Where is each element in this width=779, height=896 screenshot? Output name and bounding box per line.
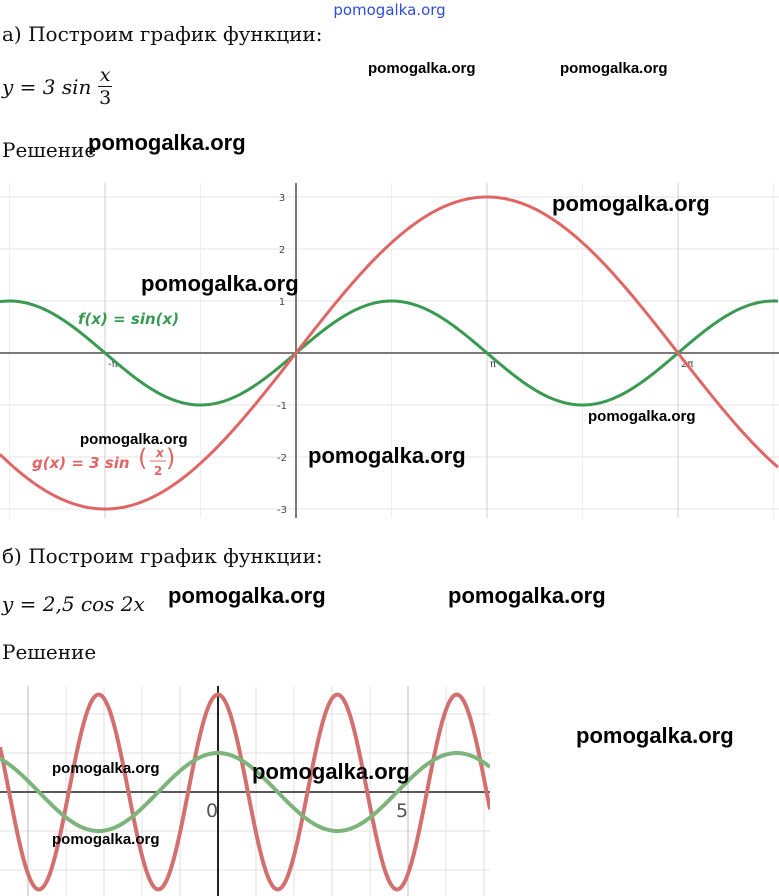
- chart-a-x-tick-label: -π: [108, 359, 118, 370]
- watermark-12[interactable]: pomogalka.org: [52, 760, 160, 777]
- chart-b-series-cos: [0, 750, 490, 833]
- task-a-heading: а) Построим график функции:: [2, 22, 323, 46]
- legend-g-num: x: [155, 446, 165, 460]
- chart-a-series-g: [0, 195, 779, 511]
- chart-a-y-tick-label: -3: [277, 505, 287, 516]
- legend-g-prefix: g(x) = 3 sin: [32, 454, 130, 472]
- legend-g-open-paren: (: [138, 444, 147, 472]
- formula-a-left: y = 3 sin: [2, 75, 92, 99]
- top-watermark[interactable]: pomogalka.org: [333, 1, 446, 19]
- task-b-heading: б) Построим график функции:: [2, 544, 323, 568]
- watermark-13[interactable]: pomogalka.org: [252, 759, 410, 784]
- chart-a-y-tick-label: 1: [279, 297, 285, 308]
- watermark-8[interactable]: pomogalka.org: [308, 443, 466, 468]
- chart-a-y-tick-label: 3: [279, 193, 285, 204]
- chart-a-series-f: [0, 299, 779, 407]
- chart-b-x-tick-label: 5: [396, 800, 408, 822]
- watermark-7[interactable]: pomogalka.org: [80, 431, 188, 448]
- formula-a: y = 3 sin x 3: [2, 64, 113, 109]
- watermark-10[interactable]: pomogalka.org: [448, 583, 606, 608]
- chart-a-y-tick-label: -2: [277, 453, 287, 464]
- watermark-2[interactable]: pomogalka.org: [560, 60, 668, 77]
- watermark-5[interactable]: pomogalka.org: [141, 271, 299, 296]
- chart-b-x-tick-label: 0: [206, 800, 218, 822]
- solution-a-label: Решение: [2, 138, 97, 162]
- legend-g-den: 2: [154, 464, 162, 478]
- solution-b-label: Решение: [2, 640, 97, 664]
- chart-b-grid: [0, 686, 490, 896]
- watermark-6[interactable]: pomogalka.org: [588, 408, 696, 425]
- watermark-9[interactable]: pomogalka.org: [168, 583, 326, 608]
- chart-a-x-tick-label: π: [490, 359, 496, 370]
- formula-a-fraction: x 3: [97, 64, 113, 109]
- watermark-3[interactable]: pomogalka.org: [88, 130, 246, 155]
- chart-a-y-tick-label: 2: [279, 245, 285, 256]
- formula-a-denominator: 3: [99, 87, 112, 109]
- chart-b-series-cos2x: [0, 692, 490, 892]
- legend-g-close-paren: ): [166, 444, 175, 472]
- watermark-11[interactable]: pomogalka.org: [576, 723, 734, 748]
- formula-b: y = 2,5 cos 2x: [2, 592, 145, 616]
- chart-a-y-tick-label: -1: [277, 401, 287, 412]
- watermark-4[interactable]: pomogalka.org: [552, 191, 710, 216]
- formula-a-numerator: x: [97, 64, 113, 87]
- legend-f: f(x) = sin(x): [78, 310, 179, 328]
- watermark-1[interactable]: pomogalka.org: [368, 60, 476, 77]
- watermark-14[interactable]: pomogalka.org: [52, 831, 160, 848]
- legend-g: g(x) = 3 sin ( x 2 ): [32, 444, 175, 478]
